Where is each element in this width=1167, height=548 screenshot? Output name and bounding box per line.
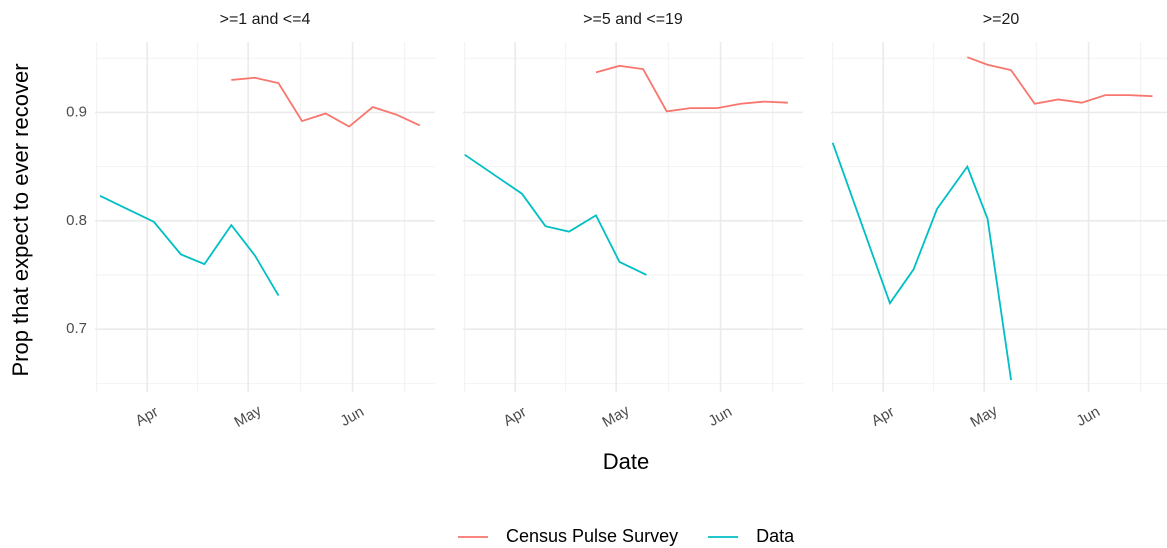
data-line bbox=[464, 153, 647, 276]
data-line bbox=[231, 76, 421, 128]
x-tick-label: May bbox=[599, 402, 632, 431]
panel-title: >=1 and <=4 bbox=[220, 11, 311, 28]
data-line bbox=[967, 56, 1153, 105]
x-tick-label: Apr bbox=[869, 403, 898, 429]
data-line bbox=[99, 195, 280, 297]
y-axis-label: Prop that expect to ever recover bbox=[8, 63, 33, 376]
panel-title: >=20 bbox=[983, 11, 1020, 28]
x-tick-label: Apr bbox=[501, 403, 530, 429]
panel-title: >=5 and <=19 bbox=[583, 11, 683, 28]
legend-label: Census Pulse Survey bbox=[506, 526, 678, 546]
legend-label: Data bbox=[756, 526, 795, 546]
x-tick-label: Apr bbox=[133, 403, 162, 429]
x-tick-label: Jun bbox=[706, 403, 735, 430]
x-tick-label: May bbox=[967, 402, 1000, 431]
x-tick-label: May bbox=[231, 402, 264, 431]
x-tick-label: Jun bbox=[1074, 403, 1103, 430]
y-tick-label: 0.8 bbox=[66, 212, 87, 229]
x-axis-label: Date bbox=[603, 449, 649, 474]
x-tick-label: Jun bbox=[338, 403, 367, 430]
data-line bbox=[831, 142, 1012, 381]
y-tick-label: 0.7 bbox=[66, 320, 87, 337]
y-tick-label: 0.9 bbox=[66, 103, 87, 120]
data-line bbox=[595, 64, 788, 113]
